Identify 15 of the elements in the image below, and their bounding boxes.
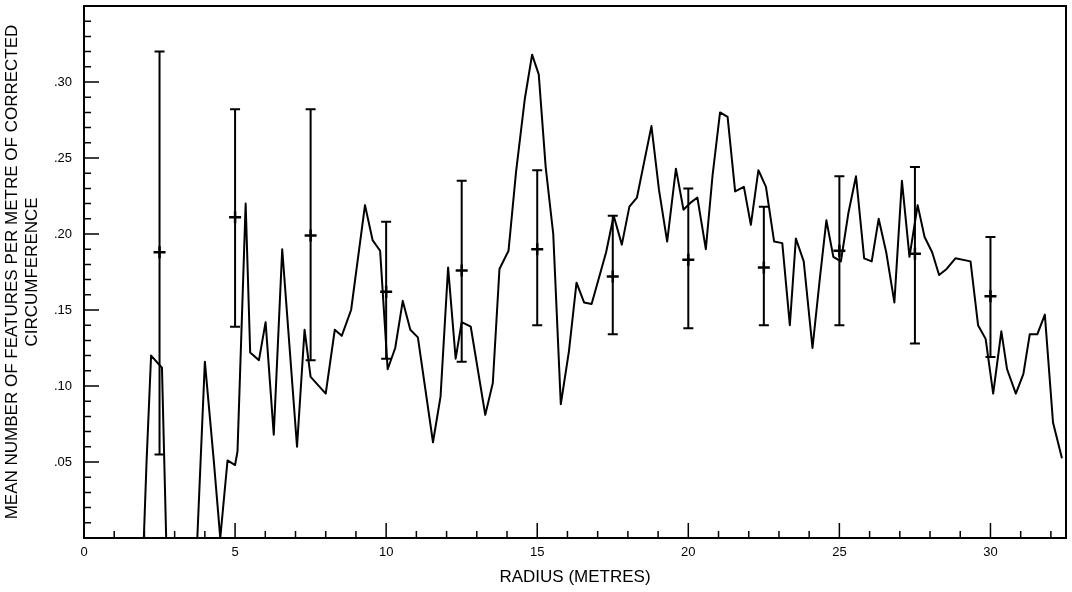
x-tick-label: 25 bbox=[832, 544, 847, 560]
x-tick-label: 20 bbox=[681, 544, 696, 560]
y-tick-label: .25 bbox=[53, 149, 72, 165]
y-tick-label: .05 bbox=[53, 453, 72, 469]
x-tick-label: 0 bbox=[80, 544, 88, 560]
x-axis-title: RADIUS (METRES) bbox=[499, 567, 651, 587]
y-tick-label: .30 bbox=[53, 73, 72, 89]
x-tick-label: 5 bbox=[231, 544, 239, 560]
y-tick-label: .10 bbox=[53, 377, 72, 393]
x-tick-label: 30 bbox=[983, 544, 998, 560]
x-tick-label: 10 bbox=[378, 544, 394, 560]
x-tick-label: 15 bbox=[530, 544, 545, 560]
y-tick-label: .20 bbox=[53, 225, 72, 241]
y-tick-label: .15 bbox=[53, 301, 72, 317]
y-axis-title: MEAN NUMBER OF FEATURES PER METRE OF CORRECTED CIRCUMFERENCE bbox=[1, 24, 42, 520]
